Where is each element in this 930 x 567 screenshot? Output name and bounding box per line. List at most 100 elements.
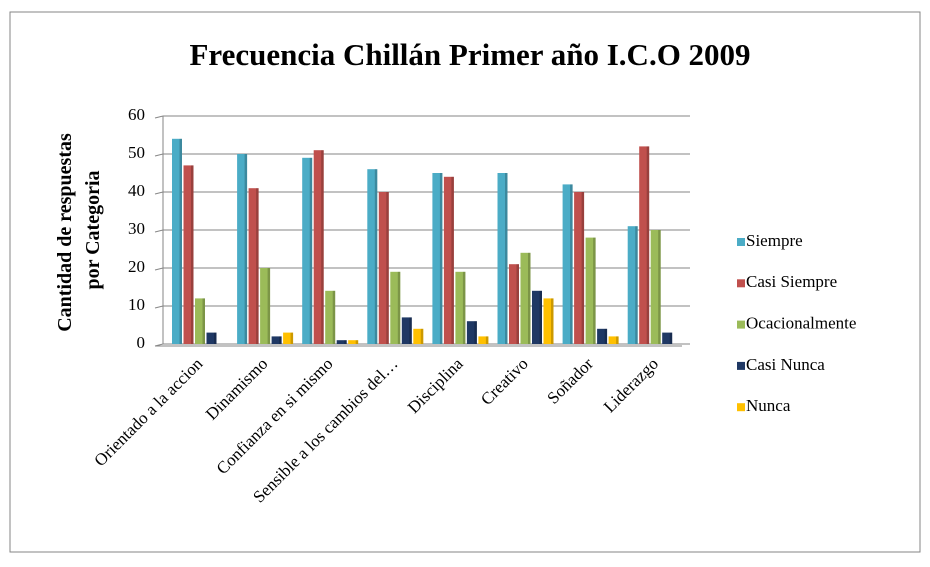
bar bbox=[195, 298, 205, 344]
bar-side bbox=[420, 328, 424, 344]
bar bbox=[413, 328, 424, 344]
y-tick-label: 30 bbox=[128, 219, 145, 238]
bar-side bbox=[397, 271, 401, 344]
bar-side bbox=[451, 176, 454, 344]
bar-side bbox=[344, 340, 347, 344]
bar bbox=[313, 150, 324, 344]
bar-side bbox=[244, 154, 248, 344]
tick-mark bbox=[154, 153, 164, 157]
bar-side bbox=[191, 165, 194, 344]
bar-side bbox=[581, 192, 585, 344]
bar bbox=[532, 290, 542, 344]
tick-mark bbox=[154, 305, 164, 309]
y-tick-label: 20 bbox=[128, 257, 145, 276]
bar-side bbox=[474, 321, 477, 344]
bar bbox=[639, 146, 650, 344]
bar-side bbox=[570, 184, 573, 344]
bar-side bbox=[485, 336, 489, 344]
y-tick-label: 0 bbox=[137, 333, 146, 352]
bar bbox=[574, 192, 585, 344]
bar bbox=[443, 176, 454, 344]
bar bbox=[585, 237, 596, 344]
bar-side bbox=[604, 328, 608, 344]
bar bbox=[509, 264, 519, 344]
bar bbox=[206, 332, 217, 344]
bar bbox=[597, 328, 608, 344]
bar bbox=[543, 298, 554, 344]
tick-mark bbox=[154, 115, 164, 119]
bar-side bbox=[528, 252, 531, 344]
y-axis-title-line: por Categoria bbox=[82, 170, 104, 289]
bar bbox=[237, 154, 248, 344]
bar-side bbox=[386, 192, 389, 344]
legend-label: Ocacionalmente bbox=[746, 314, 856, 333]
bar bbox=[520, 252, 531, 344]
legend-swatch bbox=[737, 361, 745, 370]
bar-side bbox=[551, 298, 554, 344]
bar bbox=[367, 169, 378, 344]
bar-side bbox=[202, 298, 205, 344]
bar-side bbox=[179, 138, 182, 344]
bar-side bbox=[309, 157, 313, 344]
bar-side bbox=[593, 237, 596, 344]
bar-side bbox=[321, 150, 324, 344]
bar bbox=[432, 173, 443, 344]
bar bbox=[650, 230, 661, 344]
y-axis-title-line: Cantidad de respuestas bbox=[54, 133, 76, 332]
bar-side bbox=[256, 188, 259, 344]
bar bbox=[562, 184, 573, 344]
tick-mark bbox=[154, 267, 164, 271]
bar bbox=[390, 271, 401, 344]
bar-side bbox=[539, 290, 542, 344]
bar-side bbox=[290, 332, 294, 344]
tick-mark bbox=[154, 191, 164, 195]
legend-swatch bbox=[737, 279, 745, 288]
bar-side bbox=[646, 146, 650, 344]
bar-side bbox=[462, 271, 466, 344]
bar bbox=[662, 332, 673, 344]
legend-label: Nunca bbox=[746, 396, 791, 415]
legend-swatch bbox=[737, 238, 745, 246]
bar bbox=[608, 336, 619, 344]
legend-label: Casi Nunca bbox=[746, 355, 825, 374]
tick-mark bbox=[154, 343, 164, 347]
bar bbox=[455, 271, 466, 344]
bar-side bbox=[635, 226, 638, 344]
bar-side bbox=[374, 169, 378, 344]
bar-side bbox=[516, 264, 519, 344]
tick-mark bbox=[154, 229, 164, 233]
y-axis-title: Cantidad de respuestas por Categoria bbox=[54, 128, 104, 332]
bar bbox=[348, 340, 359, 344]
bar-side bbox=[505, 173, 508, 344]
bar bbox=[336, 340, 347, 344]
bar-side bbox=[669, 332, 673, 344]
bar bbox=[183, 165, 194, 344]
bar bbox=[466, 321, 477, 344]
y-tick-label: 60 bbox=[128, 105, 145, 124]
legend-label: Casi Siempre bbox=[746, 272, 837, 291]
bar-side bbox=[214, 332, 217, 344]
bar bbox=[172, 138, 182, 344]
bar-side bbox=[409, 317, 412, 344]
bar-side bbox=[439, 173, 443, 344]
bar bbox=[497, 173, 508, 344]
y-tick-label: 40 bbox=[128, 181, 145, 200]
bar bbox=[378, 192, 389, 344]
bar bbox=[627, 226, 638, 344]
bar bbox=[302, 157, 313, 344]
legend-label: Siempre bbox=[746, 231, 803, 250]
bar bbox=[260, 268, 271, 344]
bar-side bbox=[279, 336, 282, 344]
bar bbox=[478, 336, 489, 344]
bar-side bbox=[355, 340, 359, 344]
bar bbox=[325, 290, 336, 344]
bar-side bbox=[658, 230, 661, 344]
legend-swatch bbox=[737, 320, 745, 329]
bar bbox=[248, 188, 259, 344]
chart-title: Frecuencia Chillán Primer año I.C.O 2009 bbox=[189, 37, 750, 72]
bar-side bbox=[616, 336, 619, 344]
bar bbox=[283, 332, 294, 344]
bar-side bbox=[267, 268, 271, 344]
y-tick-label: 50 bbox=[128, 143, 145, 162]
